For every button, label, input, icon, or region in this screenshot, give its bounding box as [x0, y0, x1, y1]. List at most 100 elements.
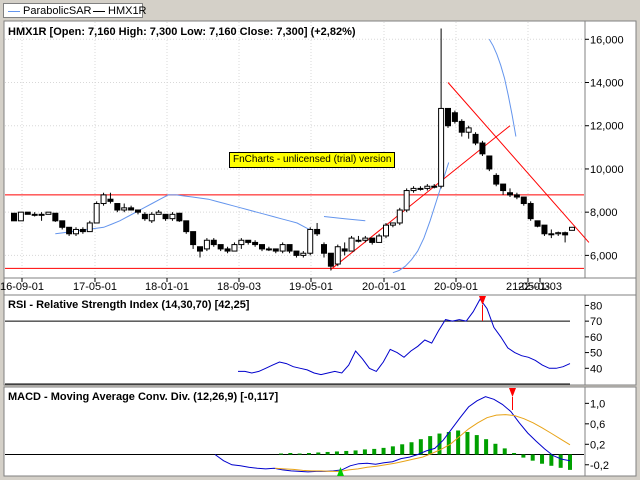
trial-watermark: FnCharts - unlicensed (trial) version	[229, 152, 396, 168]
candle-body	[286, 244, 293, 252]
macd-histogram-bar	[530, 454, 535, 461]
macd-histogram-bar	[512, 452, 517, 455]
candle-body	[238, 239, 245, 246]
rsi-panel-bg	[3, 294, 586, 386]
macd-histogram-bar	[362, 449, 367, 455]
price-panel-title: HMX1R [Open: 7,160 High: 7,300 Low: 7,16…	[8, 26, 356, 38]
date-axis-label: 18-01-01	[145, 281, 189, 293]
candle-body	[376, 235, 383, 243]
date-axis-label: 16-09-01	[0, 281, 44, 293]
candle-body	[348, 237, 355, 252]
macd-histogram-bar	[381, 447, 386, 455]
candle-body	[245, 239, 252, 243]
candle-body	[79, 228, 86, 233]
candle-body	[389, 222, 396, 226]
candle-body	[59, 220, 66, 228]
price-axis-label: 16,000	[590, 34, 624, 46]
rsi-signal-marker	[479, 296, 486, 305]
candle-body	[362, 237, 369, 241]
parabolic-sar-line	[488, 39, 517, 137]
candle-body	[355, 239, 362, 242]
candle-body	[396, 209, 403, 224]
macd-histogram-bar	[568, 454, 572, 470]
candle-body	[465, 127, 472, 133]
macd-histogram-bar	[390, 446, 395, 455]
candle-body	[369, 237, 376, 243]
candle-body	[93, 203, 100, 224]
macd-axis-label: -0,2	[590, 460, 609, 472]
candle-body	[11, 212, 17, 222]
macd-axis-label: 0,2	[590, 439, 605, 451]
macd-axis-label: 0,6	[590, 419, 605, 431]
candle-body	[203, 239, 210, 250]
parabolic-sar-line	[55, 194, 314, 235]
candle-body	[445, 107, 451, 127]
candle-body	[520, 196, 527, 205]
macd-histogram-bar	[288, 452, 293, 455]
rsi-panel-title: RSI - Relative Strength Index (14,30,70)…	[8, 299, 250, 311]
date-axis-label: 20-09-01	[434, 281, 478, 293]
macd-histogram-bar	[400, 444, 405, 455]
rsi-axis-label: 60	[590, 332, 602, 344]
candle-body	[128, 207, 135, 211]
macd-histogram-bar	[353, 450, 358, 455]
legend-label-price: HMX1R	[108, 5, 147, 17]
macd-axis-bg	[584, 386, 637, 477]
macd-histogram-bar	[493, 443, 498, 455]
macd-histogram-bar	[409, 442, 414, 455]
candle-body	[197, 246, 203, 252]
macd-histogram-bar	[325, 451, 330, 455]
macd-histogram-bar	[474, 435, 479, 455]
date-axis-label: 22-01-03	[518, 281, 562, 293]
chart-legend: ParabolicSAR HMX1R	[3, 3, 147, 18]
date-axis-label: 17-05-01	[73, 281, 117, 293]
candle-body	[86, 222, 93, 233]
candle-body	[38, 213, 45, 216]
date-axis-label: 19-05-01	[289, 281, 333, 293]
candle-body	[562, 232, 569, 236]
candle-body	[252, 241, 259, 246]
candle-body	[431, 185, 438, 188]
candle-body	[327, 252, 334, 267]
candle-body	[210, 239, 217, 246]
macd-histogram-bar	[372, 448, 377, 455]
macd-histogram-bar	[344, 450, 349, 455]
downtrend-line	[447, 82, 590, 243]
price-line-swatch	[93, 10, 105, 12]
macd-histogram-bar	[446, 432, 451, 455]
macd-histogram-bar	[456, 430, 461, 455]
candle-body	[513, 194, 520, 198]
macd-buy-marker	[337, 467, 344, 476]
candle-body	[541, 224, 548, 235]
price-axis-label: 10,000	[590, 164, 624, 176]
candle-body	[451, 112, 458, 122]
macd-histogram-bar	[484, 439, 489, 455]
legend-item-sar: ParabolicSAR	[8, 5, 91, 17]
candle-body	[107, 198, 114, 202]
price-axis-label: 8,000	[590, 207, 618, 219]
candle-body	[17, 211, 24, 222]
candle-body	[24, 211, 31, 215]
candle-body	[527, 203, 534, 220]
candle-body	[31, 213, 38, 216]
date-axis-label: 21-05-03	[506, 281, 550, 293]
parabolic-sar-line	[392, 162, 450, 274]
candle-body	[479, 142, 486, 155]
candle-body	[555, 232, 562, 235]
candle-body	[321, 244, 327, 254]
candle-body	[66, 226, 73, 235]
rsi-axis-bg	[584, 294, 637, 386]
price-axis-label: 14,000	[590, 78, 624, 90]
candle-body	[424, 185, 431, 189]
rsi-axis-label: 70	[590, 316, 602, 328]
candle-body	[307, 228, 314, 254]
candle-body	[417, 187, 424, 190]
candle-body	[334, 246, 341, 265]
candle-body	[472, 133, 479, 144]
rsi-axis-label: 50	[590, 348, 602, 360]
candle-body	[148, 213, 155, 222]
candle-body	[493, 174, 500, 185]
candle-body	[403, 190, 410, 211]
price-axis-bg	[584, 20, 637, 279]
macd-histogram-bar	[540, 454, 545, 464]
